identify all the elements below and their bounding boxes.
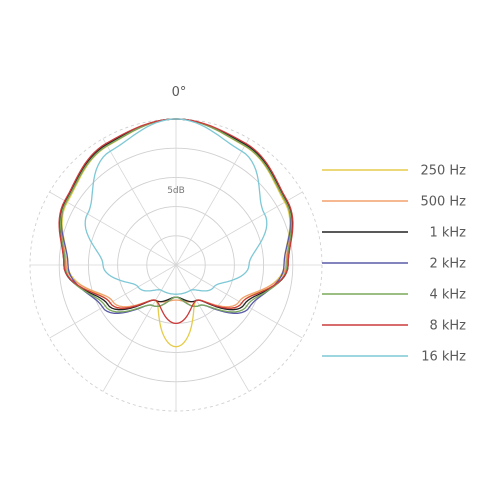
legend-label-8-khz: 8 kHz — [429, 319, 466, 334]
legend-label-2-khz: 2 kHz — [429, 257, 466, 272]
grid-spoke — [175, 191, 303, 266]
series-line-16-khz — [84, 118, 268, 295]
polar-grid — [29, 118, 323, 412]
series-line-4-khz — [59, 118, 293, 313]
legend-label-500-hz: 500 Hz — [420, 195, 466, 210]
angle-label-0deg: 0° — [172, 85, 187, 100]
series-line-8-khz — [58, 118, 294, 325]
grid-spoke — [175, 138, 250, 266]
grid-spoke — [102, 264, 177, 392]
legend-label-4-khz: 4 kHz — [429, 288, 466, 303]
grid-spoke — [102, 138, 177, 266]
ring-label-5db: 5dB — [167, 186, 185, 196]
series-group — [58, 118, 294, 348]
legend-label-1-khz: 1 kHz — [429, 226, 466, 241]
grid-spoke — [49, 191, 177, 266]
legend-label-16-khz: 16 kHz — [421, 350, 466, 365]
legend: 250 Hz 500 Hz 1 kHz 2 kHz 4 kHz 8 kHz 16 kHz — [322, 164, 466, 365]
grid-spoke — [175, 264, 250, 392]
series-line-250-hz — [61, 118, 291, 348]
legend-label-250-hz: 250 Hz — [420, 164, 466, 179]
